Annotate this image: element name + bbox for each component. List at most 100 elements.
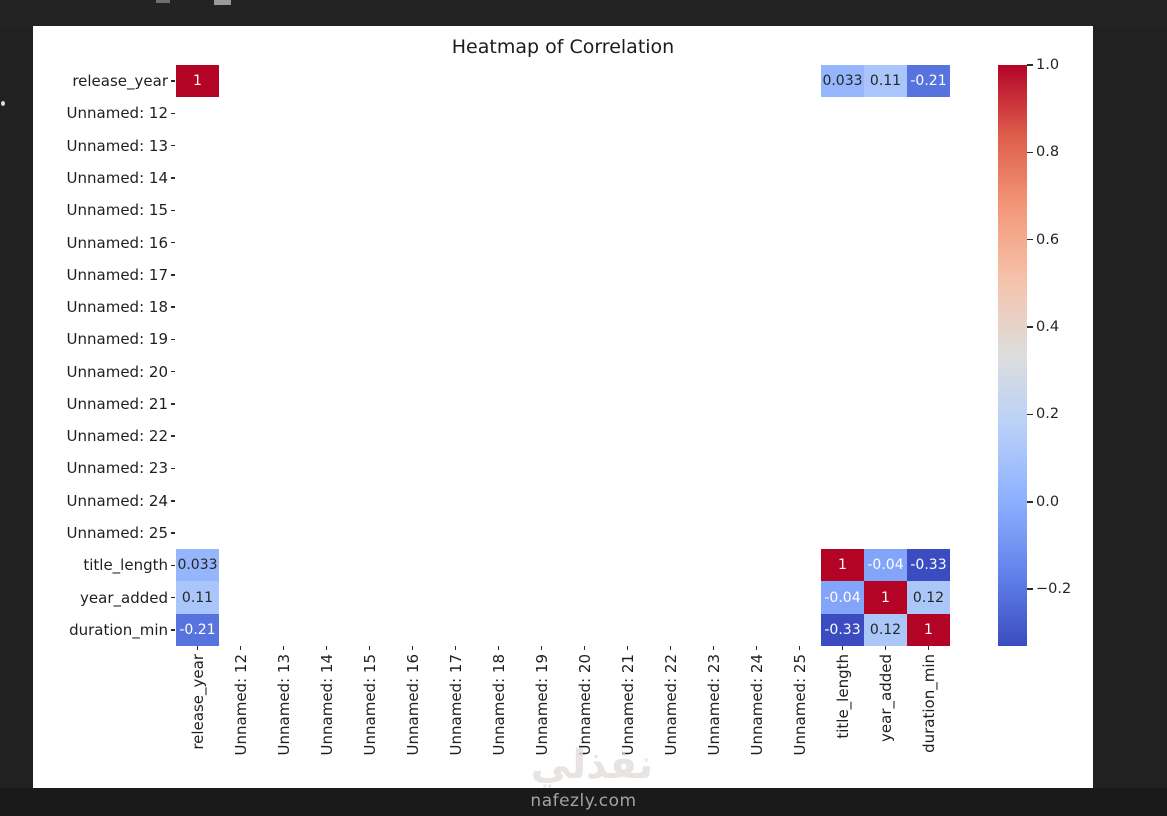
x-tick-mark bbox=[196, 646, 199, 650]
colorbar-tick-mark bbox=[1027, 238, 1033, 241]
x-tick-label: Unnamed: 16 bbox=[403, 654, 422, 756]
colorbar-tick-label: −0.2 bbox=[1036, 581, 1072, 598]
y-tick-mark bbox=[171, 370, 175, 373]
x-tick-label: Unnamed: 12 bbox=[231, 654, 250, 756]
x-tick-mark bbox=[712, 646, 715, 650]
heatmap-cell: 0.11 bbox=[864, 65, 907, 98]
x-tick-mark bbox=[368, 646, 371, 650]
heatmap-cell: 0.033 bbox=[176, 549, 219, 582]
watermark-site: nafezly.com bbox=[530, 791, 637, 811]
x-tick-label: Unnamed: 21 bbox=[618, 654, 637, 756]
bottom-strip: nafezly.com bbox=[0, 788, 1167, 816]
x-tick-mark bbox=[282, 646, 285, 650]
heatmap-cell: -0.21 bbox=[907, 65, 950, 98]
top-edge-artifact bbox=[214, 0, 231, 5]
x-tick-mark bbox=[755, 646, 758, 650]
x-tick-label: Unnamed: 14 bbox=[317, 654, 336, 756]
y-tick-mark bbox=[171, 403, 175, 405]
y-tick-mark bbox=[171, 629, 175, 631]
y-tick-label: year_added bbox=[80, 588, 168, 607]
heatmap-cell: 1 bbox=[907, 613, 950, 646]
x-tick-label: Unnamed: 15 bbox=[360, 654, 379, 756]
y-tick-label: Unnamed: 18 bbox=[66, 298, 168, 317]
y-tick-label: Unnamed: 13 bbox=[66, 136, 168, 155]
y-tick-label: Unnamed: 25 bbox=[66, 524, 168, 543]
y-tick-label: Unnamed: 24 bbox=[66, 491, 168, 510]
heatmap-cell: -0.04 bbox=[864, 549, 907, 582]
x-tick-mark bbox=[669, 646, 672, 650]
x-tick-mark bbox=[239, 646, 242, 650]
x-tick-label: Unnamed: 22 bbox=[661, 654, 680, 756]
figure-canvas: Heatmap of Correlation 1 0.033 0.11 -0.21 0.… bbox=[33, 26, 1093, 788]
heatmap-cell: -0.21 bbox=[176, 613, 219, 646]
x-tick-mark bbox=[454, 646, 457, 650]
y-tick-mark bbox=[171, 500, 175, 502]
y-tick-mark bbox=[171, 241, 175, 244]
top-edge-artifact bbox=[156, 0, 170, 3]
colorbar-tick-label: 0.8 bbox=[1036, 144, 1060, 161]
heatmap: 1 0.033 0.11 -0.21 0.033 1 -0.04 -0.33 0.11 -0.04… bbox=[176, 65, 950, 646]
heatmap-cell: 0.12 bbox=[907, 581, 950, 614]
x-tick-label: Unnamed: 18 bbox=[489, 654, 508, 756]
colorbar bbox=[998, 65, 1027, 646]
y-tick-mark bbox=[171, 112, 175, 115]
y-tick-label: title_length bbox=[83, 556, 168, 575]
x-tick-label: Unnamed: 25 bbox=[790, 654, 809, 756]
y-tick-mark bbox=[171, 338, 175, 341]
y-tick-mark bbox=[171, 80, 175, 82]
y-tick-mark bbox=[171, 532, 175, 534]
x-tick-label: duration_min bbox=[919, 654, 938, 753]
colorbar-tick-label: 1.0 bbox=[1036, 57, 1060, 73]
y-tick-label: Unnamed: 15 bbox=[66, 201, 168, 220]
colorbar-tick-mark bbox=[1027, 501, 1033, 503]
heatmap-cell: 1 bbox=[821, 549, 864, 582]
x-tick-mark bbox=[841, 646, 844, 650]
colorbar-tick-mark bbox=[1027, 64, 1033, 66]
x-tick-mark bbox=[540, 646, 543, 650]
x-tick-label: Unnamed: 17 bbox=[446, 654, 465, 756]
y-tick-label: release_year bbox=[72, 72, 168, 91]
x-tick-label: year_added bbox=[876, 654, 895, 742]
heatmap-cell: 0.12 bbox=[864, 613, 907, 646]
heatmap-cell: -0.33 bbox=[821, 613, 864, 646]
x-tick-mark bbox=[411, 646, 414, 650]
y-tick-label: duration_min bbox=[69, 620, 168, 639]
y-tick-label: Unnamed: 22 bbox=[66, 427, 168, 446]
x-tick-mark bbox=[497, 646, 500, 650]
chart-title: Heatmap of Correlation bbox=[451, 36, 675, 58]
colorbar-tick-label: 0.4 bbox=[1036, 319, 1060, 336]
y-tick-label: Unnamed: 17 bbox=[66, 265, 168, 284]
heatmap-cell: 1 bbox=[176, 65, 219, 98]
colorbar-tick-mark bbox=[1027, 151, 1033, 154]
x-tick-mark bbox=[325, 646, 328, 650]
x-tick-mark bbox=[927, 646, 930, 650]
heatmap-cell: 0.033 bbox=[821, 65, 864, 98]
y-tick-mark bbox=[171, 435, 175, 437]
colorbar-tick-mark bbox=[1027, 588, 1033, 590]
heatmap-cell: 1 bbox=[864, 581, 907, 614]
x-tick-label: Unnamed: 23 bbox=[704, 654, 723, 756]
colorbar-tick-label: 0.0 bbox=[1036, 493, 1060, 510]
colorbar-tick-mark bbox=[1027, 413, 1033, 416]
y-tick-label: Unnamed: 19 bbox=[66, 330, 168, 349]
x-tick-mark bbox=[884, 646, 887, 650]
colorbar-tick-label: 0.6 bbox=[1036, 231, 1060, 248]
x-tick-mark bbox=[583, 646, 586, 650]
y-tick-mark bbox=[171, 596, 175, 599]
x-tick-mark bbox=[798, 646, 801, 650]
x-tick-mark bbox=[626, 646, 629, 650]
y-tick-mark bbox=[171, 144, 175, 147]
y-tick-mark bbox=[171, 467, 175, 470]
left-edge-speck bbox=[1, 101, 5, 106]
x-tick-label: Unnamed: 19 bbox=[532, 654, 551, 756]
y-tick-mark bbox=[171, 209, 175, 211]
x-tick-label: release_year bbox=[188, 654, 207, 750]
x-tick-label: Unnamed: 13 bbox=[274, 654, 293, 756]
heatmap-cell: -0.33 bbox=[907, 549, 950, 582]
heatmap-cell: -0.04 bbox=[821, 581, 864, 614]
y-tick-label: Unnamed: 16 bbox=[66, 233, 168, 252]
y-tick-label: Unnamed: 21 bbox=[66, 394, 168, 413]
y-tick-label: Unnamed: 20 bbox=[66, 362, 168, 381]
y-tick-label: Unnamed: 12 bbox=[66, 104, 168, 123]
